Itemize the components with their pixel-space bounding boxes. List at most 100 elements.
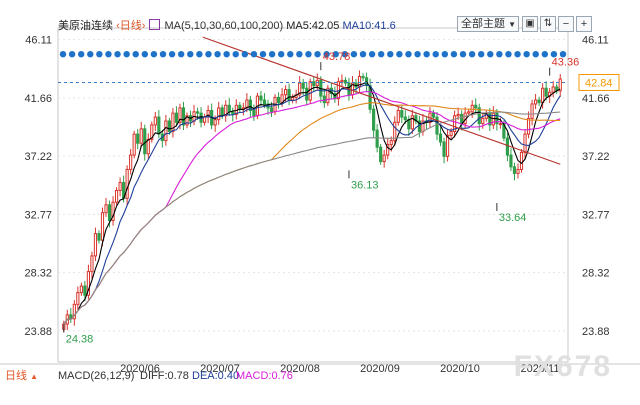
candle xyxy=(276,96,281,104)
candle xyxy=(79,285,83,294)
event-dot[interactable] xyxy=(259,50,267,58)
ma-label: MA(5,10,30,60,100,200) xyxy=(164,20,284,32)
candle xyxy=(284,89,288,96)
candle xyxy=(438,133,443,143)
event-dot[interactable] xyxy=(114,50,121,58)
event-dot[interactable] xyxy=(377,50,385,58)
event-dot[interactable] xyxy=(450,50,458,58)
candle xyxy=(143,128,147,155)
event-dot[interactable] xyxy=(423,50,430,58)
event-dot[interactable] xyxy=(305,50,312,58)
candle xyxy=(445,134,450,157)
candle xyxy=(157,116,161,135)
event-dot[interactable] xyxy=(287,50,294,58)
zoom-in-icon[interactable]: + xyxy=(576,16,592,32)
event-dot[interactable] xyxy=(487,50,494,58)
ma5-value: MA5:42.05 xyxy=(286,20,340,32)
event-dot[interactable] xyxy=(387,50,394,58)
y-tick-right: 46.11 xyxy=(582,35,609,47)
x-tick-label: 2020/09 xyxy=(360,363,400,375)
event-dot[interactable] xyxy=(205,50,212,58)
event-dot[interactable] xyxy=(359,50,367,58)
y-tick-left: 32.77 xyxy=(24,209,52,221)
event-dot[interactable] xyxy=(68,50,76,58)
event-dot[interactable] xyxy=(477,50,485,58)
candle xyxy=(396,110,400,123)
event-dot[interactable] xyxy=(141,50,149,58)
event-dot[interactable] xyxy=(441,50,449,58)
event-dot[interactable] xyxy=(59,50,67,58)
event-dot[interactable] xyxy=(550,50,558,58)
event-dot[interactable] xyxy=(405,50,412,58)
event-dot[interactable] xyxy=(196,50,203,58)
candle xyxy=(114,189,119,203)
event-dot[interactable] xyxy=(232,50,239,58)
chevron-up-icon: ▲ xyxy=(30,372,38,381)
ma-settings-icon[interactable] xyxy=(149,19,161,30)
event-dot[interactable] xyxy=(187,50,194,58)
event-dot[interactable] xyxy=(159,50,167,58)
event-dot[interactable] xyxy=(414,50,421,58)
event-dot[interactable] xyxy=(168,50,176,58)
event-dot[interactable] xyxy=(96,50,103,58)
event-dot[interactable] xyxy=(241,50,249,58)
event-dot[interactable] xyxy=(268,50,276,58)
event-dot[interactable] xyxy=(105,50,112,58)
event-dot[interactable] xyxy=(132,50,139,58)
event-dot[interactable] xyxy=(432,50,439,58)
event-dot[interactable] xyxy=(496,50,503,58)
candle xyxy=(474,104,478,109)
compare-icon[interactable]: ⇅ xyxy=(540,16,556,32)
period-toggle-label: 日线 xyxy=(5,370,27,382)
event-dot[interactable] xyxy=(87,50,94,58)
event-dot[interactable] xyxy=(559,50,567,58)
period-selector[interactable]: ‹日线› xyxy=(116,20,146,32)
candle xyxy=(403,116,407,121)
event-dot[interactable] xyxy=(296,50,303,58)
event-dot[interactable] xyxy=(341,50,349,58)
y-tick-left: 41.66 xyxy=(24,93,52,105)
macd-value: MACD:0.76 xyxy=(236,370,293,382)
event-dot[interactable] xyxy=(150,50,158,58)
event-dot[interactable] xyxy=(277,50,285,58)
indicator-icon[interactable]: ▣ xyxy=(522,16,538,32)
candle xyxy=(203,116,207,123)
chevron-down-icon: ▼ xyxy=(508,20,516,29)
event-dot[interactable] xyxy=(459,50,467,58)
period-toggle[interactable]: 日线 ▲ xyxy=(5,367,38,383)
theme-button[interactable]: 全部主题 ▼ xyxy=(457,16,519,32)
event-dot[interactable] xyxy=(250,50,258,58)
event-dot[interactable] xyxy=(368,50,376,58)
y-tick-left: 28.32 xyxy=(24,268,52,280)
event-dot[interactable] xyxy=(177,50,185,58)
zoom-out-icon[interactable]: − xyxy=(558,16,574,32)
candle xyxy=(541,87,545,104)
event-dot[interactable] xyxy=(314,50,321,58)
candle xyxy=(512,166,517,174)
event-dot[interactable] xyxy=(523,50,530,58)
event-dot[interactable] xyxy=(541,50,549,58)
event-dot[interactable] xyxy=(505,50,512,58)
candle xyxy=(164,120,168,142)
candle xyxy=(435,116,439,135)
event-dot[interactable] xyxy=(514,50,521,58)
event-dot[interactable] xyxy=(214,50,221,58)
candle xyxy=(375,129,379,148)
event-dot[interactable] xyxy=(323,50,330,58)
event-dot[interactable] xyxy=(396,50,403,58)
candle xyxy=(287,89,291,101)
event-dot[interactable] xyxy=(332,50,339,58)
event-dot[interactable] xyxy=(532,50,539,58)
candle xyxy=(442,141,446,157)
chart-header: 美原油连续 ‹日线› MA(5,10,30,60,100,200) MA5:42… xyxy=(58,17,396,33)
event-dot[interactable] xyxy=(350,50,358,58)
event-dot[interactable] xyxy=(223,50,230,58)
candle xyxy=(523,133,527,153)
candle xyxy=(551,86,555,93)
event-dot[interactable] xyxy=(77,50,85,58)
candle xyxy=(111,201,115,222)
event-dot[interactable] xyxy=(123,50,130,58)
event-dot[interactable] xyxy=(468,50,476,58)
candle xyxy=(104,204,108,214)
